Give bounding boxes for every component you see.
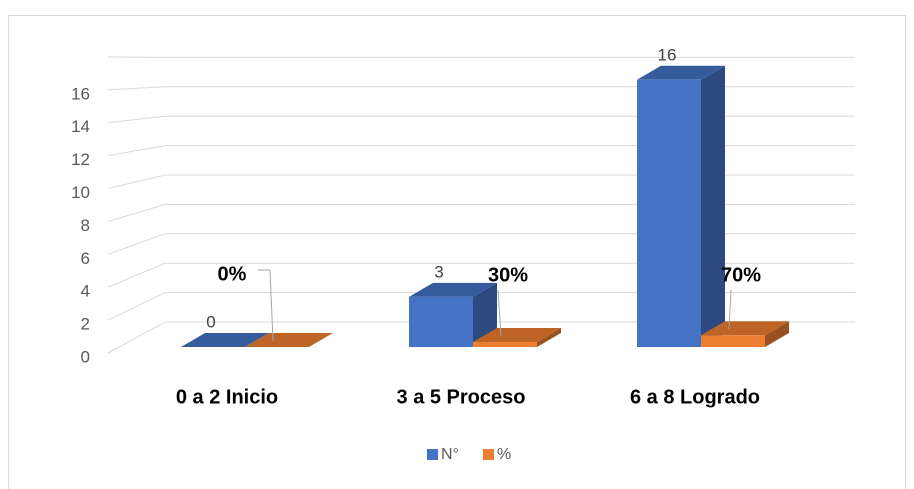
value-label: 0 [206, 312, 215, 331]
bars [181, 65, 789, 348]
grid-line [107, 203, 855, 222]
bar-front [409, 296, 473, 347]
x-tick-label: 6 a 8 Logrado [630, 386, 760, 408]
bar-front [637, 79, 701, 348]
grid-line [107, 145, 855, 157]
bar [245, 333, 333, 347]
value-label: 70% [721, 264, 761, 286]
grid-line [107, 174, 855, 189]
bar [409, 282, 497, 347]
bar-top [245, 333, 333, 347]
legend-label: % [497, 446, 511, 463]
grid-line [107, 56, 855, 58]
bar [473, 327, 561, 347]
bar [181, 333, 269, 347]
grid-line [107, 321, 855, 354]
y-tick-label: 4 [81, 282, 90, 301]
legend-label: N° [441, 446, 459, 463]
value-label: 0% [218, 263, 247, 285]
bar-side [765, 321, 789, 347]
legend-swatch [427, 449, 438, 460]
leader-line [497, 289, 502, 337]
bar [637, 65, 725, 348]
labels: 0 2 4 6 8 10 12 14 16 0 a 2 Inicio 0 0% 3 a 5 Proces… [71, 45, 761, 463]
legend-swatch [483, 449, 494, 460]
y-tick-label: 10 [71, 183, 90, 202]
grid-line [107, 262, 855, 288]
value-label: 16 [658, 45, 677, 64]
y-tick-label: 16 [71, 84, 90, 103]
bar-top [181, 333, 269, 347]
bar-top [637, 65, 725, 80]
y-tick-label: 0 [81, 347, 90, 366]
grid-line [107, 233, 855, 255]
grid [107, 56, 855, 354]
chart-frame [8, 15, 906, 489]
value-label: 3 [434, 262, 443, 281]
x-tick-label: 3 a 5 Proceso [397, 386, 526, 408]
bar-top [701, 321, 789, 336]
leader-line [728, 289, 732, 330]
bar-side [701, 65, 725, 348]
bar-side [473, 282, 497, 347]
x-tick-label: 0 a 2 Inicio [176, 386, 278, 408]
grid-line [107, 292, 855, 321]
bar-top [409, 282, 497, 297]
y-tick-label: 8 [81, 216, 90, 235]
bar-side [537, 327, 561, 347]
y-tick-label: 14 [71, 117, 90, 136]
bar-front [473, 341, 537, 347]
y-tick-label: 6 [81, 249, 90, 268]
bar [701, 321, 789, 347]
bar-top [473, 327, 561, 342]
y-tick-label: 12 [71, 150, 90, 169]
grid-line [107, 115, 855, 124]
grid-line [107, 86, 855, 91]
y-tick-label: 2 [81, 315, 90, 334]
value-label: 30% [488, 264, 528, 286]
bar-front [701, 335, 765, 347]
leader-line [258, 269, 274, 342]
